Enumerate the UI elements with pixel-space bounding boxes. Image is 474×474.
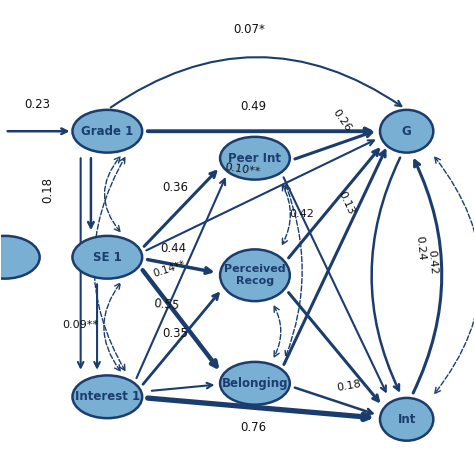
Text: 0.44: 0.44 — [160, 242, 186, 255]
Text: 0.13: 0.13 — [337, 190, 356, 217]
Text: 0.14**: 0.14** — [151, 259, 186, 278]
Text: Belonging: Belonging — [222, 377, 288, 390]
Text: 0.26: 0.26 — [331, 107, 353, 133]
Text: SE 1: SE 1 — [93, 251, 122, 264]
Text: Interest 1: Interest 1 — [75, 390, 140, 403]
Text: 0.09**: 0.09** — [63, 320, 99, 330]
Text: Perceived
Recog: Perceived Recog — [224, 264, 286, 286]
Text: G: G — [402, 125, 411, 138]
Text: 0.18: 0.18 — [41, 177, 55, 203]
Ellipse shape — [73, 110, 142, 153]
Text: 0.42: 0.42 — [426, 249, 438, 274]
Text: 0.35: 0.35 — [162, 327, 188, 340]
Ellipse shape — [73, 375, 142, 418]
Text: 0.24: 0.24 — [415, 236, 427, 261]
Text: Peer Int: Peer Int — [228, 152, 282, 165]
Ellipse shape — [220, 362, 290, 405]
Text: 0.76: 0.76 — [240, 421, 266, 434]
Text: Int: Int — [398, 413, 416, 426]
Text: 0.18: 0.18 — [336, 378, 362, 392]
Text: 0.07*: 0.07* — [233, 23, 264, 36]
Ellipse shape — [0, 236, 40, 279]
Text: 0.23: 0.23 — [25, 98, 51, 111]
Text: 0.36: 0.36 — [162, 181, 188, 194]
Text: 0.42: 0.42 — [290, 210, 315, 219]
Ellipse shape — [380, 110, 433, 153]
Text: Grade 1: Grade 1 — [81, 125, 134, 138]
Text: 0.55: 0.55 — [153, 297, 180, 312]
Ellipse shape — [380, 398, 433, 441]
Ellipse shape — [73, 236, 142, 279]
Ellipse shape — [220, 137, 290, 180]
Ellipse shape — [220, 249, 290, 301]
Text: 0.49: 0.49 — [240, 100, 266, 113]
Text: 0.10**: 0.10** — [224, 162, 261, 177]
